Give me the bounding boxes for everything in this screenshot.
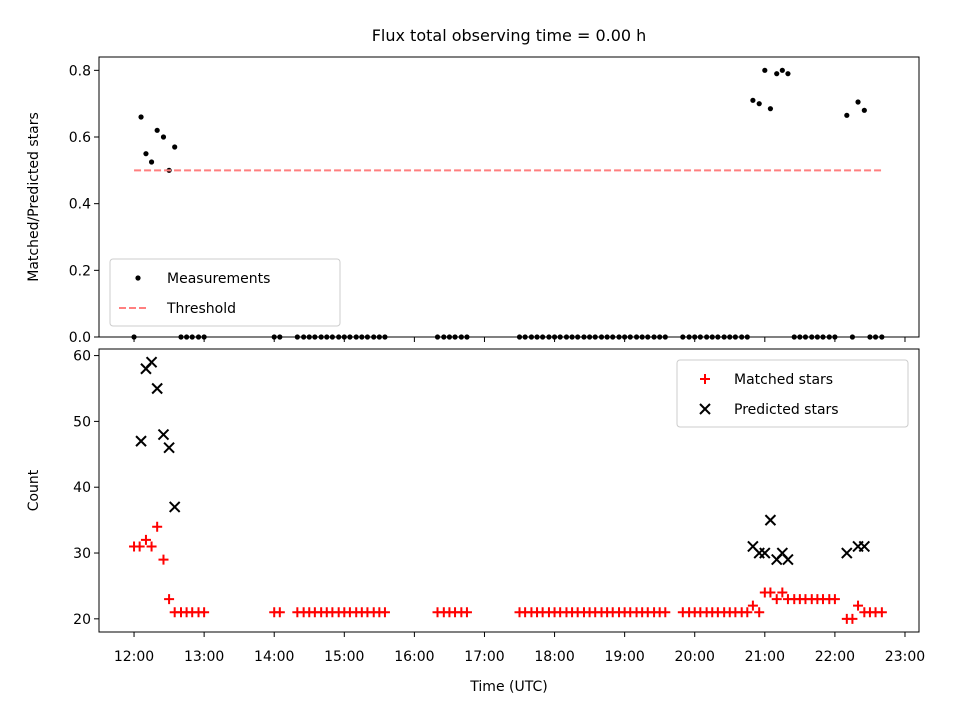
predicted-star-marker bbox=[157, 428, 170, 441]
legend-entry-measurements: Measurements bbox=[135, 271, 270, 287]
series-matched-stars bbox=[129, 521, 887, 624]
measurement-point bbox=[154, 127, 160, 133]
legend: Matched stars Predicted stars bbox=[676, 359, 909, 428]
chart-title: Flux total observing time = 0.00 h bbox=[372, 26, 647, 45]
predicted-star-marker bbox=[163, 442, 175, 454]
legend-swatch bbox=[135, 275, 141, 281]
predicted-star-marker bbox=[782, 553, 794, 566]
matched-star-marker bbox=[777, 587, 788, 598]
legend-label: Threshold bbox=[166, 301, 236, 317]
matched-star-marker bbox=[140, 534, 151, 545]
matched-star-marker bbox=[274, 607, 285, 618]
matched-star-marker bbox=[199, 607, 210, 618]
measurement-point bbox=[844, 112, 850, 118]
matched-star-marker bbox=[134, 541, 145, 552]
matched-star-marker bbox=[152, 521, 163, 532]
predicted-star-marker bbox=[764, 514, 777, 526]
x-tick-label: 20:00 bbox=[675, 649, 715, 665]
x-tick-label: 23:00 bbox=[885, 649, 925, 665]
measurement-point bbox=[138, 114, 144, 120]
series-predicted-stars bbox=[135, 356, 871, 566]
predicted-star-marker bbox=[759, 547, 771, 559]
measurement-point bbox=[779, 67, 785, 73]
measurement-point bbox=[785, 71, 791, 77]
matched-star-marker bbox=[847, 613, 858, 624]
x-tick-label: 19:00 bbox=[604, 649, 644, 665]
matched-star-marker bbox=[146, 541, 157, 552]
predicted-star-marker bbox=[841, 547, 853, 559]
x-tick-label: 12:00 bbox=[114, 649, 154, 665]
x-tick-label: 22:00 bbox=[815, 649, 855, 665]
measurement-point bbox=[855, 99, 861, 105]
x-axis-label: Time (UTC) bbox=[469, 679, 547, 695]
y-tick-label: 30 bbox=[73, 546, 91, 562]
matched-star-marker bbox=[876, 607, 887, 618]
measurement-point bbox=[767, 106, 774, 112]
matched-star-marker bbox=[461, 607, 472, 618]
y-tick-label: 0.4 bbox=[69, 197, 91, 213]
x-tick-label: 21:00 bbox=[745, 649, 785, 665]
measurement-point bbox=[172, 144, 178, 150]
y-tick-label: 0.8 bbox=[69, 63, 91, 79]
y-tick-label: 0.0 bbox=[69, 330, 91, 346]
bottom-axes: Count Time (UTC) 20 30 40 50 60 12:00 13:00 14:… bbox=[26, 348, 925, 695]
legend-entry-threshold: Threshold bbox=[119, 301, 236, 317]
matched-star-marker bbox=[754, 607, 765, 618]
predicted-star-marker bbox=[145, 356, 158, 368]
predicted-star-marker bbox=[151, 382, 163, 395]
y-tick-label: 40 bbox=[73, 480, 91, 496]
y-tick-label: 60 bbox=[73, 349, 91, 365]
predicted-star-marker bbox=[135, 435, 147, 447]
legend-box bbox=[676, 359, 909, 428]
x-tick-label: 16:00 bbox=[394, 649, 434, 665]
legend-label: Matched stars bbox=[734, 372, 833, 388]
legend: Measurements Threshold bbox=[109, 258, 341, 327]
measurement-point bbox=[756, 101, 762, 107]
predicted-star-marker bbox=[858, 540, 871, 553]
legend-label: Measurements bbox=[167, 271, 270, 287]
x-tick-label: 13:00 bbox=[184, 649, 224, 665]
matched-star-marker bbox=[660, 607, 671, 618]
measurement-point bbox=[160, 134, 167, 140]
top-y-axis-label: Matched/Predicted stars bbox=[26, 112, 42, 282]
matched-star-marker bbox=[771, 594, 782, 605]
plot-frame bbox=[98, 56, 920, 338]
legend-label: Predicted stars bbox=[734, 402, 839, 418]
matched-star-marker bbox=[164, 594, 175, 605]
legend-swatch bbox=[699, 403, 711, 415]
measurement-point bbox=[148, 159, 155, 165]
measurement-point bbox=[762, 67, 768, 73]
matched-star-marker bbox=[742, 607, 753, 618]
legend-swatch bbox=[700, 374, 710, 384]
measurement-point bbox=[143, 151, 149, 157]
x-tick-label: 15:00 bbox=[324, 649, 364, 665]
y-tick-label: 20 bbox=[73, 612, 91, 628]
matched-star-marker bbox=[829, 594, 840, 605]
bottom-y-axis-label: Count bbox=[26, 469, 42, 511]
measurement-point bbox=[861, 107, 867, 113]
legend-entry-matched-stars: Matched stars bbox=[700, 372, 833, 388]
x-tick-label: 14:00 bbox=[254, 649, 294, 665]
matched-star-marker bbox=[158, 554, 169, 565]
matched-star-marker bbox=[853, 600, 864, 611]
measurement-point bbox=[750, 97, 756, 103]
predicted-star-marker bbox=[168, 501, 181, 513]
top-axes: Flux total observing time = 0.00 h Match… bbox=[26, 26, 920, 346]
y-tick-label: 0.2 bbox=[69, 263, 91, 279]
plot-frame bbox=[98, 348, 920, 633]
matched-star-marker bbox=[765, 587, 776, 598]
y-tick-label: 0.6 bbox=[69, 130, 91, 146]
x-tick-label: 17:00 bbox=[464, 649, 504, 665]
y-tick-label: 50 bbox=[73, 414, 91, 430]
legend-entry-predicted-stars: Predicted stars bbox=[699, 402, 839, 418]
matched-star-marker bbox=[747, 600, 758, 611]
x-tick-label: 18:00 bbox=[534, 649, 574, 665]
measurement-point bbox=[774, 71, 780, 77]
legend-box bbox=[109, 258, 341, 327]
matched-star-marker bbox=[379, 607, 390, 618]
